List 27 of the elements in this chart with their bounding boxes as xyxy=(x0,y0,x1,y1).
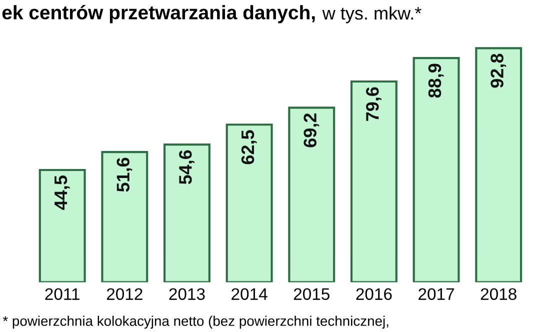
bar xyxy=(226,124,273,282)
chart-title: ek centrów przetwarzania danych, xyxy=(2,4,315,24)
x-tick-label: 2012 xyxy=(106,288,142,300)
data-label: 51,6 xyxy=(116,158,132,192)
x-tick-label: 2017 xyxy=(418,288,454,300)
text: * powierzchnia kolokacyjna netto (bez powierzchni technicznej, xyxy=(2,316,388,329)
bar xyxy=(288,106,336,282)
data-label: 92,8 xyxy=(490,54,506,88)
data-label: 44,5 xyxy=(54,176,70,210)
bar xyxy=(101,151,148,282)
x-tick-label: 2011 xyxy=(45,288,80,300)
data-label: 88,9 xyxy=(428,64,444,98)
data-label: 62,5 xyxy=(241,130,257,164)
x-tick-label: 2015 xyxy=(294,288,330,300)
data-label: 79,6 xyxy=(366,87,382,121)
data-label: 54,6 xyxy=(179,150,194,184)
x-tick-label: 2014 xyxy=(232,288,268,300)
bar xyxy=(38,168,86,282)
bar xyxy=(412,57,460,282)
bar xyxy=(475,47,522,282)
bar xyxy=(350,80,398,282)
chart-subtitle: w tys. mkw.* xyxy=(322,6,422,24)
data-label: 69,2 xyxy=(304,113,320,148)
x-tick-label: 2016 xyxy=(356,288,392,300)
x-tick-label: 2018 xyxy=(480,288,516,300)
x-tick-label: 2013 xyxy=(169,288,205,300)
bar xyxy=(163,143,210,282)
